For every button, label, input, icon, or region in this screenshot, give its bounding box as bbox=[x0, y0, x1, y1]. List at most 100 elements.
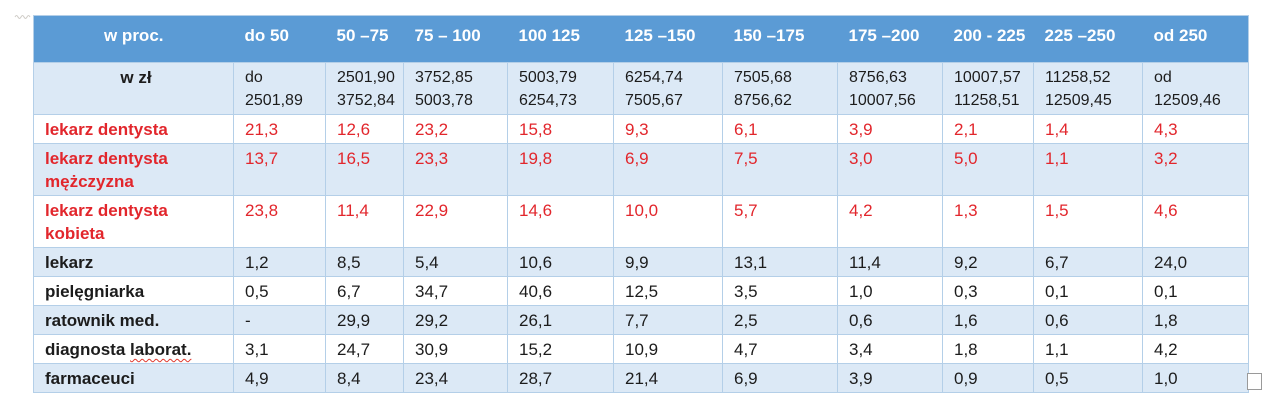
percent-value-cell[interactable]: 1,2 bbox=[233, 247, 326, 277]
percent-value-cell[interactable]: 10,0 bbox=[613, 195, 723, 248]
zl-range-cell[interactable]: 11258,52 12509,45 bbox=[1033, 62, 1143, 115]
percent-value-cell[interactable]: 1,5 bbox=[1033, 195, 1143, 248]
percent-value-cell[interactable]: 1,0 bbox=[837, 276, 943, 306]
percent-range-header[interactable]: 175 –200 bbox=[837, 15, 943, 63]
percent-value-cell[interactable]: 0,9 bbox=[942, 363, 1034, 393]
percent-value-cell[interactable]: 23,2 bbox=[403, 114, 508, 144]
zl-range-cell[interactable]: do 2501,89 bbox=[233, 62, 326, 115]
percent-value-cell[interactable]: 5,7 bbox=[722, 195, 838, 248]
percent-range-header[interactable]: od 250 bbox=[1142, 15, 1249, 63]
percent-value-cell[interactable]: 6,7 bbox=[325, 276, 404, 306]
percent-value-cell[interactable]: 1,1 bbox=[1033, 334, 1143, 364]
percent-range-header[interactable]: 125 –150 bbox=[613, 15, 723, 63]
percent-value-cell[interactable]: 4,3 bbox=[1142, 114, 1249, 144]
percent-value-cell[interactable]: 1,3 bbox=[942, 195, 1034, 248]
percent-value-cell[interactable]: 2,5 bbox=[722, 305, 838, 335]
percent-value-cell[interactable]: 15,8 bbox=[507, 114, 614, 144]
percent-value-cell[interactable]: 10,6 bbox=[507, 247, 614, 277]
percent-value-cell[interactable]: 22,9 bbox=[403, 195, 508, 248]
percent-value-cell[interactable]: 3,4 bbox=[837, 334, 943, 364]
percent-range-header[interactable]: 150 –175 bbox=[722, 15, 838, 63]
percent-value-cell[interactable]: 0,6 bbox=[837, 305, 943, 335]
profession-label[interactable]: pielęgniarka bbox=[33, 276, 234, 306]
profession-label[interactable]: diagnosta laborat. bbox=[33, 334, 234, 364]
percent-value-cell[interactable]: 13,7 bbox=[233, 143, 326, 196]
percent-range-header[interactable]: 225 –250 bbox=[1033, 15, 1143, 63]
percent-value-cell[interactable]: 12,6 bbox=[325, 114, 404, 144]
percent-range-header[interactable]: 75 – 100 bbox=[403, 15, 508, 63]
percent-value-cell[interactable]: 29,2 bbox=[403, 305, 508, 335]
percent-value-cell[interactable]: 24,0 bbox=[1142, 247, 1249, 277]
percent-value-cell[interactable]: - bbox=[233, 305, 326, 335]
percent-value-cell[interactable]: 0,3 bbox=[942, 276, 1034, 306]
percent-value-cell[interactable]: 7,7 bbox=[613, 305, 723, 335]
percent-range-header[interactable]: do 50 bbox=[233, 15, 326, 63]
percent-value-cell[interactable]: 9,3 bbox=[613, 114, 723, 144]
percent-value-cell[interactable]: 4,6 bbox=[1142, 195, 1249, 248]
percent-value-cell[interactable]: 7,5 bbox=[722, 143, 838, 196]
percent-value-cell[interactable]: 6,9 bbox=[613, 143, 723, 196]
percent-value-cell[interactable]: 12,5 bbox=[613, 276, 723, 306]
percent-value-cell[interactable]: 26,1 bbox=[507, 305, 614, 335]
profession-label[interactable]: ratownik med. bbox=[33, 305, 234, 335]
percent-value-cell[interactable]: 16,5 bbox=[325, 143, 404, 196]
percent-value-cell[interactable]: 11,4 bbox=[325, 195, 404, 248]
percent-value-cell[interactable]: 5,0 bbox=[942, 143, 1034, 196]
profession-label[interactable]: lekarz bbox=[33, 247, 234, 277]
percent-value-cell[interactable]: 6,9 bbox=[722, 363, 838, 393]
percent-value-cell[interactable]: 3,1 bbox=[233, 334, 326, 364]
percent-value-cell[interactable]: 40,6 bbox=[507, 276, 614, 306]
percent-value-cell[interactable]: 23,3 bbox=[403, 143, 508, 196]
percent-value-cell[interactable]: 9,2 bbox=[942, 247, 1034, 277]
percent-value-cell[interactable]: 5,4 bbox=[403, 247, 508, 277]
percent-value-cell[interactable]: 3,9 bbox=[837, 363, 943, 393]
percent-value-cell[interactable]: 3,5 bbox=[722, 276, 838, 306]
profession-label[interactable]: lekarz dentysta bbox=[33, 114, 234, 144]
percent-range-header[interactable]: 200 - 225 bbox=[942, 15, 1034, 63]
percent-value-cell[interactable]: 1,4 bbox=[1033, 114, 1143, 144]
percent-value-cell[interactable]: 10,9 bbox=[613, 334, 723, 364]
percent-range-header[interactable]: 100 125 bbox=[507, 15, 614, 63]
percent-value-cell[interactable]: 6,7 bbox=[1033, 247, 1143, 277]
percent-value-cell[interactable]: 24,7 bbox=[325, 334, 404, 364]
percent-value-cell[interactable]: 0,5 bbox=[233, 276, 326, 306]
percent-value-cell[interactable]: 4,2 bbox=[1142, 334, 1249, 364]
percent-value-cell[interactable]: 23,4 bbox=[403, 363, 508, 393]
zl-range-cell[interactable]: 3752,85 5003,78 bbox=[403, 62, 508, 115]
zl-range-cell[interactable]: 7505,68 8756,62 bbox=[722, 62, 838, 115]
percent-value-cell[interactable]: 15,2 bbox=[507, 334, 614, 364]
percent-value-cell[interactable]: 1,0 bbox=[1142, 363, 1249, 393]
corner-zl-header[interactable]: w zł bbox=[33, 62, 234, 115]
percent-value-cell[interactable]: 34,7 bbox=[403, 276, 508, 306]
percent-value-cell[interactable]: 0,1 bbox=[1142, 276, 1249, 306]
percent-value-cell[interactable]: 13,1 bbox=[722, 247, 838, 277]
percent-value-cell[interactable]: 0,1 bbox=[1033, 276, 1143, 306]
percent-value-cell[interactable]: 0,5 bbox=[1033, 363, 1143, 393]
percent-value-cell[interactable]: 3,0 bbox=[837, 143, 943, 196]
percent-range-header[interactable]: 50 –75 bbox=[325, 15, 404, 63]
profession-label[interactable]: farmaceuci bbox=[33, 363, 234, 393]
zl-range-cell[interactable]: 2501,90 3752,84 bbox=[325, 62, 404, 115]
corner-percent-header[interactable]: w proc. bbox=[33, 15, 234, 63]
percent-value-cell[interactable]: 21,4 bbox=[613, 363, 723, 393]
percent-value-cell[interactable]: 0,6 bbox=[1033, 305, 1143, 335]
percent-value-cell[interactable]: 1,1 bbox=[1033, 143, 1143, 196]
table-resize-handle[interactable] bbox=[1247, 373, 1262, 390]
percent-value-cell[interactable]: 23,8 bbox=[233, 195, 326, 248]
profession-label[interactable]: lekarz dentysta kobieta bbox=[33, 195, 234, 248]
percent-value-cell[interactable]: 4,9 bbox=[233, 363, 326, 393]
percent-value-cell[interactable]: 21,3 bbox=[233, 114, 326, 144]
zl-range-cell[interactable]: od 12509,46 bbox=[1142, 62, 1249, 115]
percent-value-cell[interactable]: 1,6 bbox=[942, 305, 1034, 335]
percent-value-cell[interactable]: 8,4 bbox=[325, 363, 404, 393]
percent-value-cell[interactable]: 11,4 bbox=[837, 247, 943, 277]
percent-value-cell[interactable]: 30,9 bbox=[403, 334, 508, 364]
percent-value-cell[interactable]: 4,2 bbox=[837, 195, 943, 248]
zl-range-cell[interactable]: 10007,57 11258,51 bbox=[942, 62, 1034, 115]
zl-range-cell[interactable]: 8756,63 10007,56 bbox=[837, 62, 943, 115]
percent-value-cell[interactable]: 19,8 bbox=[507, 143, 614, 196]
percent-value-cell[interactable]: 2,1 bbox=[942, 114, 1034, 144]
percent-value-cell[interactable]: 1,8 bbox=[1142, 305, 1249, 335]
percent-value-cell[interactable]: 6,1 bbox=[722, 114, 838, 144]
percent-value-cell[interactable]: 1,8 bbox=[942, 334, 1034, 364]
